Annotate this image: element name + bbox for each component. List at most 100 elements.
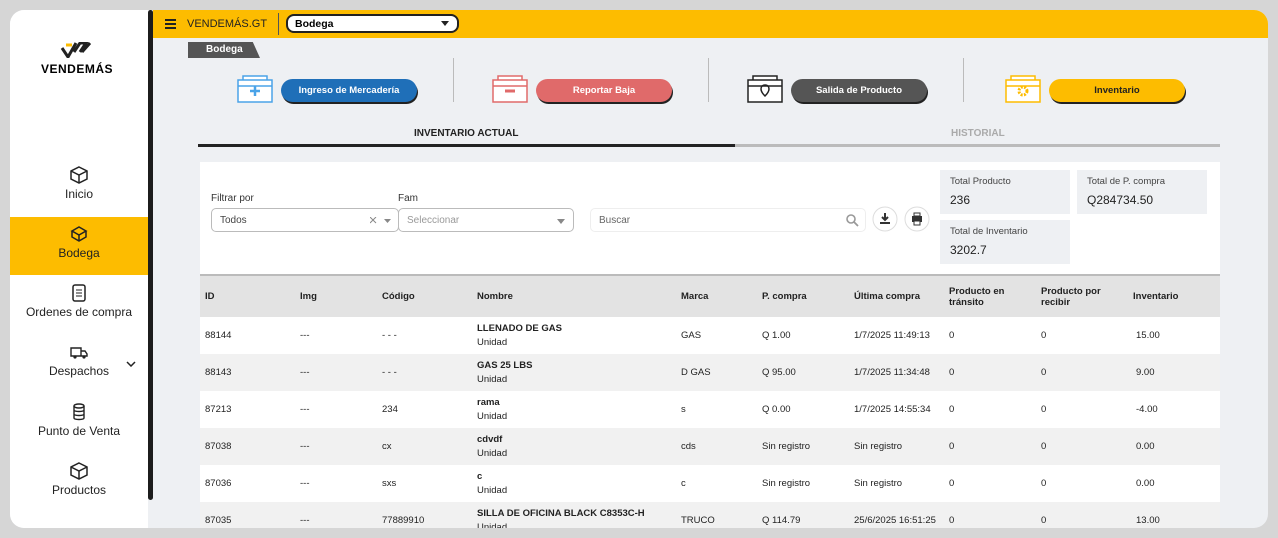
table-cell: s (681, 404, 686, 415)
search-placeholder: Buscar (599, 215, 631, 226)
column-header[interactable]: P. compra (757, 274, 849, 317)
stat-card: Total Producto 236 (940, 170, 1070, 214)
name-cell: LLENADO DE GAS Unidad (472, 317, 676, 354)
table-cell: 0 (1041, 478, 1047, 489)
column-header[interactable]: Inventario (1128, 274, 1220, 317)
separator (708, 58, 709, 102)
table-cell: 87035 (200, 502, 295, 528)
product-unit: Unidad (477, 411, 508, 422)
product-unit: Unidad (477, 485, 508, 496)
table-cell: 234 (382, 404, 398, 415)
filter-label: Filtrar por (211, 193, 254, 204)
table-cell: 0 (1036, 354, 1128, 391)
nav-item[interactable]: Productos (10, 454, 148, 512)
scrollbar (148, 10, 153, 500)
nav-item[interactable]: Ordenes de compra (10, 276, 148, 334)
action-button[interactable]: Ingreso de Mercadería (281, 79, 417, 102)
table-cell: --- (300, 404, 310, 415)
table-cell: 0 (1036, 428, 1128, 465)
nav-item[interactable]: Despachos (10, 335, 148, 393)
table-cell: - - - (382, 330, 397, 341)
table-cell: 0 (949, 330, 955, 341)
brand: VENDEMÁS (40, 62, 113, 76)
table-cell: --- (295, 354, 377, 391)
name-cell: SILLA DE OFICINA BLACK C8353C-H Unidad (472, 502, 676, 528)
table-cell: cx (377, 428, 472, 465)
product-name: rama (477, 397, 500, 408)
table-row: 88143 --- - - - GAS 25 LBS Unidad D GAS Q 95.0… (200, 354, 1220, 391)
filter-select[interactable]: Todos (211, 208, 399, 232)
breadcrumb: Bodega (188, 42, 260, 58)
logo (60, 42, 92, 58)
nav-label: Despachos (48, 364, 110, 378)
table-cell: Sin registro (762, 478, 811, 489)
table-cell: Q 1.00 (762, 330, 791, 341)
column-header[interactable]: Última compra (849, 274, 944, 317)
table-cell: --- (295, 428, 377, 465)
action-button[interactable]: Reportar Baja (536, 79, 672, 102)
column-header[interactable]: Producto por recibir (1036, 274, 1128, 317)
site-name: VENDEMÁS.GT (187, 18, 268, 30)
table-cell: 0 (944, 428, 1036, 465)
action-button[interactable]: Salida de Producto (791, 79, 927, 102)
column-header[interactable]: ID (200, 274, 295, 317)
topbar: VENDEMÁS.GT Bodega (153, 10, 1268, 38)
table-cell: Q 95.00 (757, 354, 849, 391)
nav-item[interactable]: Bodega (10, 217, 148, 275)
tab[interactable]: INVENTARIO ACTUAL (414, 128, 519, 139)
action-icon (1005, 75, 1041, 103)
search[interactable]: Buscar (590, 208, 866, 232)
nav-label: Inicio (64, 187, 93, 201)
product-name: c (477, 471, 483, 482)
table-cell: 1/7/2025 11:34:48 (849, 354, 944, 391)
table-cell: 13.00 (1128, 502, 1220, 528)
fam-select[interactable]: Seleccionar (398, 208, 574, 232)
column-header[interactable]: Código (377, 274, 472, 317)
name-cell: cdvdf Unidad (472, 428, 676, 465)
table-cell: 87036 (205, 478, 232, 489)
table-cell: sxs (382, 478, 397, 489)
product-unit: Unidad (477, 522, 508, 528)
product-name: LLENADO DE GAS (477, 323, 562, 334)
download-button[interactable] (872, 206, 898, 232)
chevron (126, 361, 136, 367)
table-cell: 0 (1041, 330, 1047, 341)
table-cell: 87213 (205, 404, 232, 415)
table-row: 88144 --- - - - LLENADO DE GAS Unidad GAS Q 1.… (200, 317, 1220, 354)
table-row: 87213 --- 234 rama Unidad s Q 0.00 1/7/2025 14:… (200, 391, 1220, 428)
table-cell: 0.00 (1136, 478, 1155, 489)
action-icon (747, 75, 783, 103)
print-button[interactable] (904, 206, 930, 232)
store-value: Bodega (295, 18, 334, 30)
inventory-panel: Filtrar por Todos Fam Seleccionar Buscar… (200, 162, 1220, 528)
name-cell: GAS 25 LBS Unidad (472, 354, 676, 391)
tab[interactable]: HISTORIAL (951, 128, 1005, 139)
nav-item[interactable]: Inicio (10, 158, 148, 216)
table-cell: 88143 (200, 354, 295, 391)
menu-icon[interactable] (165, 19, 176, 29)
column-header[interactable]: Marca (676, 274, 757, 317)
table-cell: 0 (949, 404, 955, 415)
table-row: 87035 --- 77889910 SILLA DE OFICINA BLACK C… (200, 502, 1220, 528)
name-cell: c Unidad (472, 465, 676, 502)
nav-label: Punto de Venta (37, 424, 121, 438)
table-cell: 0 (1041, 404, 1047, 415)
table-cell: Sin registro (849, 428, 944, 465)
separator (453, 58, 454, 102)
column-header[interactable]: Img (295, 274, 377, 317)
action-button[interactable]: Inventario (1049, 79, 1185, 102)
action-icon (492, 75, 528, 103)
sidebar: VENDEMÁS Inicio Bodega Ordenes de compra De… (10, 10, 148, 528)
table-cell: 0 (949, 478, 955, 489)
nav-item[interactable]: Punto de Venta (10, 395, 148, 453)
column-header[interactable]: Nombre (472, 274, 676, 317)
table-cell: - - - (377, 354, 472, 391)
product-name: SILLA DE OFICINA BLACK C8353C-H (477, 508, 645, 519)
store-select[interactable]: Bodega (286, 14, 459, 33)
app: VENDEMÁS Inicio Bodega Ordenes de compra De… (10, 10, 1268, 528)
table-row: 87036 --- sxs c Unidad c Sin registro Sin regis… (200, 465, 1220, 502)
table-cell: 88144 (205, 330, 232, 341)
column-header[interactable]: Producto en tránsito (944, 274, 1036, 317)
table-row: 87038 --- cx cdvdf Unidad cds Sin registro Sin … (200, 428, 1220, 465)
